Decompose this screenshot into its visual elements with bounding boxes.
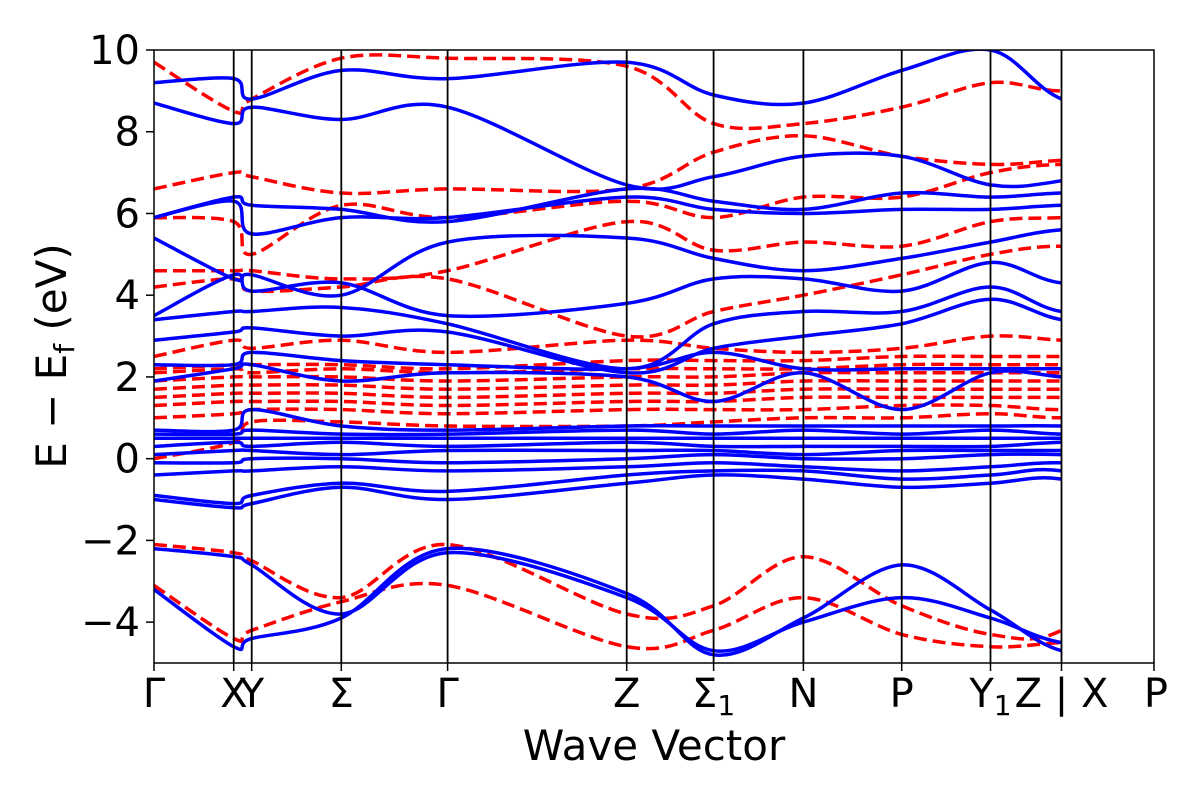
dashed-band-13	[154, 162, 1062, 257]
y-tick-label-3: 2	[115, 355, 140, 401]
y-tick-label-2: 0	[115, 437, 140, 483]
y-tick-label-6: 8	[115, 110, 140, 156]
x-tick-label-10: Z | X	[1015, 671, 1109, 717]
x-tick-label-1: X	[220, 671, 247, 717]
y-axis-title-unit: (eV)	[27, 243, 76, 344]
plot-frame	[153, 49, 1155, 664]
solid-band-16	[154, 228, 1062, 298]
dashed-band-10	[154, 334, 1062, 359]
dashed-band-14	[154, 134, 1062, 196]
y-tick-label-4: 4	[115, 273, 140, 319]
x-tick-label-11: P	[1144, 671, 1168, 717]
solid-band-7	[154, 440, 1062, 449]
dashed-band-15	[154, 53, 1062, 131]
y-tick-label-5: 6	[115, 191, 140, 237]
solid-band-15	[154, 260, 1062, 319]
x-tick-label-3: Σ	[329, 671, 354, 717]
dashed-band-11	[154, 244, 1062, 339]
solid-band-19	[154, 101, 1062, 191]
kpoint-lines	[232, 50, 1063, 663]
x-tick-label-6: Σ1	[692, 671, 735, 722]
x-tick-label-2: Y	[239, 671, 265, 717]
x-tick-label-0: Γ	[143, 671, 166, 717]
solid-band-10	[154, 407, 1062, 434]
solid-band-6	[154, 448, 1062, 457]
x-axis-ticks: Γ XY Σ Γ Z Σ1 N P Y1 Z | X P	[143, 663, 1168, 722]
y-tick-label-7: 10	[89, 28, 140, 74]
solid-band-17	[154, 195, 1062, 236]
solid-band-9	[154, 428, 1062, 437]
y-tick-label-0: −4	[81, 600, 140, 646]
solid-band-1	[154, 546, 1062, 653]
y-tick-label-1: −2	[81, 518, 140, 564]
x-tick-label-8: P	[890, 671, 914, 717]
x-axis-title: Wave Vector	[523, 721, 786, 770]
y-axis-title: E − Ef (eV)	[27, 243, 81, 469]
bands-layer	[154, 50, 1063, 657]
y-axis-title-sub: f	[48, 343, 81, 354]
solid-band-5	[154, 452, 1062, 465]
x-tick-label-5: Z	[613, 671, 640, 717]
y-axis-title-main: E − E	[27, 354, 76, 469]
y-axis-ticks: −4 −2 0 2 4 6 8 10	[81, 28, 154, 646]
x-tick-label-9: Y1	[968, 671, 1011, 722]
dashed-band-0	[154, 581, 1062, 651]
x-tick-label-7: N	[788, 671, 818, 717]
solid-band-18	[154, 186, 1062, 224]
solid-band-4	[154, 460, 1062, 477]
x-tick-label-4: Γ	[436, 671, 459, 717]
